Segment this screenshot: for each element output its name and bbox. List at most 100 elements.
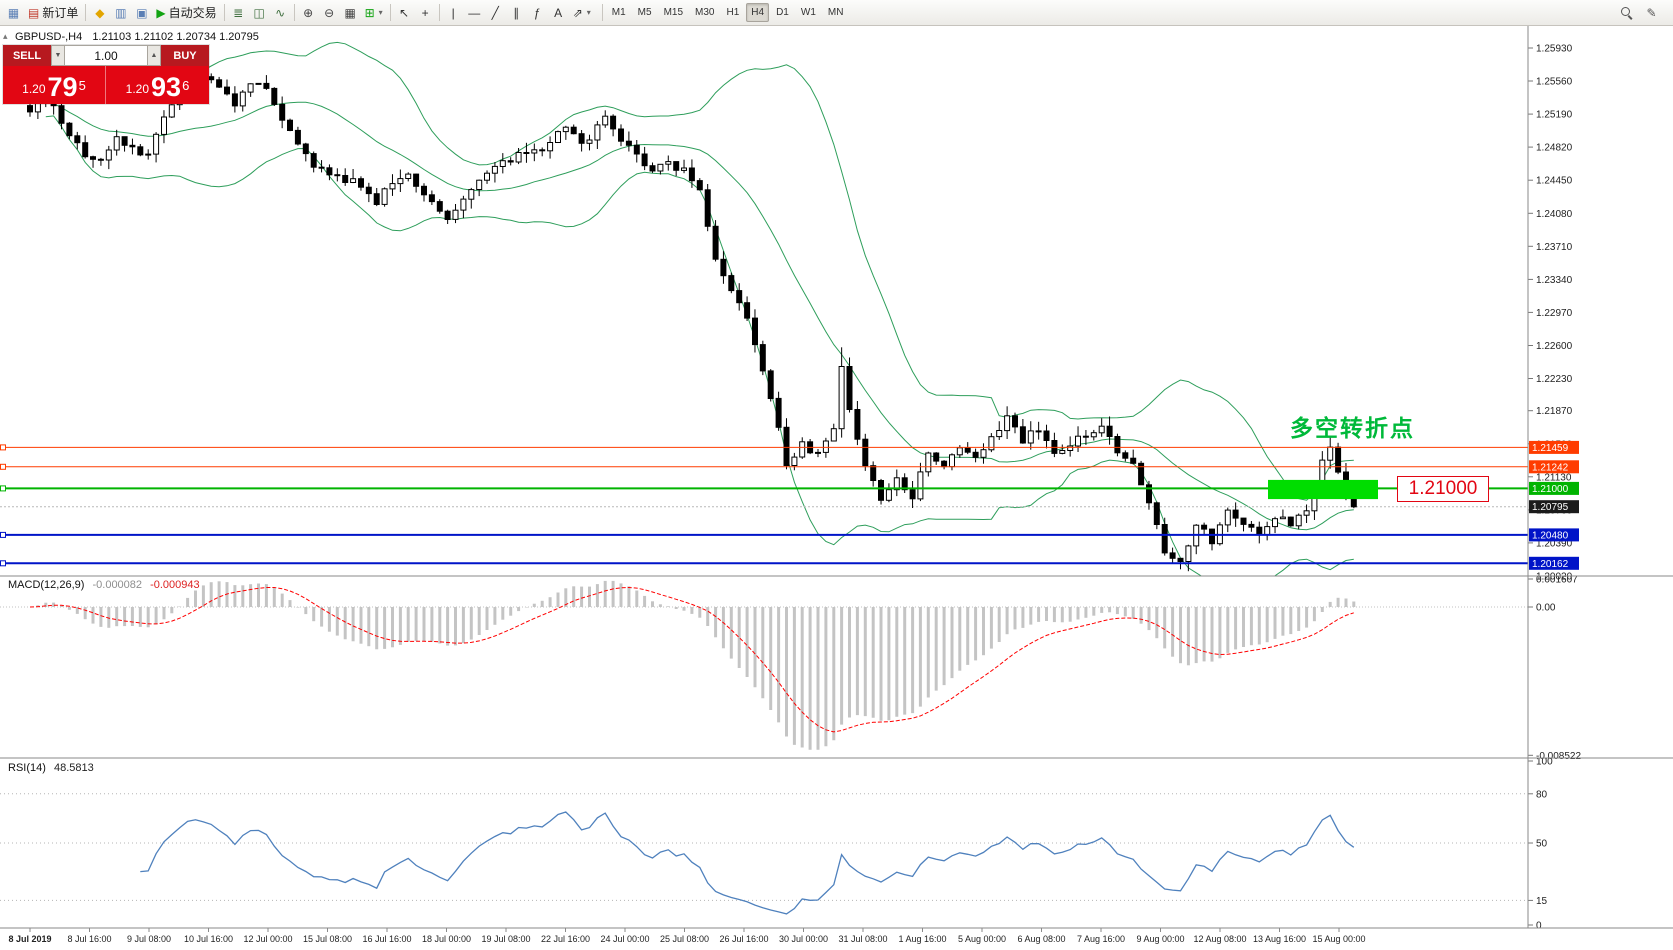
bid-price-pip: 5 bbox=[78, 78, 86, 94]
key-level-price-label[interactable]: 1.21000 bbox=[1397, 476, 1489, 502]
candlestick-chart-button[interactable]: ◫ bbox=[249, 2, 270, 23]
price-chart-layer[interactable] bbox=[0, 41, 1528, 589]
bollinger-middle-band bbox=[45, 101, 1354, 531]
crosshair-button[interactable]: + bbox=[415, 2, 436, 23]
chart-symbol-header: GBPUSD-,H4 1.21103 1.21102 1.20734 1.207… bbox=[15, 31, 259, 43]
turning-point-annotation[interactable]: 多空转折点 bbox=[1290, 415, 1415, 441]
ohlc-values: 1.21103 1.21102 1.20734 1.20795 bbox=[92, 31, 259, 43]
svg-text:10 Jul 16:00: 10 Jul 16:00 bbox=[184, 934, 233, 944]
volume-input[interactable] bbox=[65, 45, 147, 66]
equidistant-channel-button[interactable]: ∥ bbox=[506, 2, 527, 23]
svg-text:1.22600: 1.22600 bbox=[1536, 341, 1573, 352]
svg-text:15 Jul 08:00: 15 Jul 08:00 bbox=[303, 934, 352, 944]
bar-chart-button[interactable]: ≣ bbox=[228, 2, 249, 23]
horizontal-line-button[interactable]: — bbox=[464, 2, 485, 23]
sell-button[interactable]: SELL bbox=[3, 45, 51, 66]
svg-text:16 Jul 16:00: 16 Jul 16:00 bbox=[362, 934, 411, 944]
timeframe-h4[interactable]: H4 bbox=[746, 3, 770, 22]
svg-text:1.23340: 1.23340 bbox=[1536, 275, 1573, 286]
cursor-button[interactable]: ↖ bbox=[394, 2, 415, 23]
toolbar-separator bbox=[223, 4, 225, 21]
bid-price-prefix: 1.20 bbox=[22, 82, 46, 97]
svg-text:0: 0 bbox=[1536, 921, 1542, 932]
svg-text:26 Jul 16:00: 26 Jul 16:00 bbox=[719, 934, 768, 944]
data-window-button[interactable]: ▥ bbox=[110, 2, 131, 23]
time-axis[interactable]: 8 Jul 2019 8 Jul 16:00 9 Jul 08:00 10 Jul 1… bbox=[0, 927, 1673, 944]
ask-price-display[interactable]: 1.20 93 6 bbox=[106, 66, 209, 104]
market-watch-icon: ◆ bbox=[95, 5, 105, 20]
indicators-icon: ⊞ bbox=[364, 5, 375, 20]
svg-text:1.20020: 1.20020 bbox=[1536, 571, 1573, 582]
zoom-out-icon: ⊖ bbox=[324, 5, 335, 20]
navigator-icon: ▣ bbox=[136, 5, 148, 20]
macd-main-value: -0.000082 bbox=[92, 579, 143, 591]
timeframe-m5[interactable]: M5 bbox=[637, 7, 652, 18]
bid-price-display[interactable]: 1.20 79 5 bbox=[3, 66, 106, 104]
zoom-in-button[interactable]: ⊕ bbox=[298, 2, 319, 23]
quick-edit-button[interactable]: ✎ bbox=[1641, 2, 1662, 23]
market-watch-button[interactable]: ◆ bbox=[89, 2, 110, 23]
timeframe-mn[interactable]: MN bbox=[827, 7, 844, 18]
timeframe-toolbar: M1 M5 M15 M30 H1 H4 D1 W1 MN bbox=[599, 3, 850, 22]
key-zone-highlight-rect[interactable] bbox=[1268, 479, 1378, 500]
timeframe-h1[interactable]: H1 bbox=[726, 7, 740, 18]
bid-price-main: 79 bbox=[47, 72, 78, 102]
new-order-button[interactable]: ▤ 新订单 bbox=[24, 2, 82, 23]
trendline-button[interactable]: ╱ bbox=[485, 2, 506, 23]
volume-down-button[interactable]: ▼ bbox=[51, 45, 65, 66]
toolbar-separator bbox=[85, 4, 87, 21]
one-click-collapse-arrow[interactable]: ▴ bbox=[3, 31, 8, 41]
quick-search-button[interactable] bbox=[1616, 2, 1637, 23]
new-order-button-label: 新订单 bbox=[42, 6, 79, 20]
navigator-button[interactable]: ▣ bbox=[131, 2, 152, 23]
svg-text:15 Aug 00:00: 15 Aug 00:00 bbox=[1312, 934, 1365, 944]
rsi-value: 48.5813 bbox=[53, 762, 94, 774]
svg-text:7 Aug 16:00: 7 Aug 16:00 bbox=[1077, 934, 1125, 944]
auto-trading-button[interactable]: ▶ 自动交易 bbox=[152, 2, 220, 23]
svg-text:1.24080: 1.24080 bbox=[1536, 209, 1573, 220]
svg-text:18 Jul 00:00: 18 Jul 00:00 bbox=[422, 934, 471, 944]
horizontal-level-lines[interactable] bbox=[0, 444, 1528, 567]
svg-text:1.21000: 1.21000 bbox=[1532, 484, 1569, 495]
toolbar-separator bbox=[601, 4, 603, 21]
toolbar-button-groups: ▦ ▤ 新订单 ◆ ▥ ▣ ▶ 自动交易 ≣ ◫ ∿ ⊕ ⊖ ▦ ⊞ ▾ ↖ + | — ╱ ∥ ƒ A ⇗ ▾ bbox=[3, 2, 595, 23]
timeframe-m30[interactable]: M30 bbox=[695, 7, 715, 18]
chart-canvas[interactable]: 1.25930 1.25560 1.25190 1.24820 1.24450 1.240… bbox=[0, 26, 1673, 950]
fibonacci-button[interactable]: ƒ bbox=[527, 2, 548, 23]
svg-text:1.21130: 1.21130 bbox=[1536, 472, 1572, 483]
svg-text:50: 50 bbox=[1536, 839, 1548, 850]
price-scale[interactable]: 1.25930 1.25560 1.25190 1.24820 1.24450 1.240… bbox=[1528, 43, 1581, 932]
charts-window-button[interactable]: ▦ bbox=[3, 2, 24, 23]
tile-windows-button[interactable]: ▦ bbox=[340, 2, 361, 23]
symbol-timeframe-label: GBPUSD-,H4 bbox=[15, 31, 83, 43]
zoom-out-button[interactable]: ⊖ bbox=[319, 2, 340, 23]
volume-up-button[interactable]: ▲ bbox=[147, 45, 161, 66]
svg-text:15: 15 bbox=[1536, 896, 1548, 907]
vertical-line-icon: | bbox=[451, 5, 455, 20]
arrows-tool-button[interactable]: ⇗ ▾ bbox=[569, 2, 595, 23]
rsi-layer[interactable] bbox=[0, 793, 1528, 915]
timeframe-m1[interactable]: M1 bbox=[611, 7, 626, 18]
rsi-line bbox=[140, 811, 1355, 915]
timeframe-d1[interactable]: D1 bbox=[776, 7, 789, 18]
indicators-button[interactable]: ⊞ ▾ bbox=[361, 2, 387, 23]
text-label-icon: A bbox=[554, 5, 563, 20]
toolbar-separator bbox=[293, 4, 295, 21]
timeframe-m15[interactable]: M15 bbox=[663, 7, 684, 18]
svg-text:1.21242: 1.21242 bbox=[1532, 462, 1569, 473]
text-label-button[interactable]: A bbox=[548, 2, 569, 23]
arrows-tool-button-dropdown-arrow[interactable]: ▾ bbox=[586, 8, 591, 17]
equidistant-channel-icon: ∥ bbox=[513, 5, 520, 20]
svg-text:8 Jul 2019: 8 Jul 2019 bbox=[8, 934, 51, 944]
macd-layer[interactable] bbox=[0, 580, 1528, 750]
line-chart-button[interactable]: ∿ bbox=[270, 2, 291, 23]
macd-signal-line bbox=[29, 586, 1354, 733]
svg-text:1.21459: 1.21459 bbox=[1532, 443, 1569, 454]
buy-button[interactable]: BUY bbox=[161, 45, 209, 66]
timeframe-w1[interactable]: W1 bbox=[800, 7, 816, 18]
svg-text:1.20795: 1.20795 bbox=[1532, 502, 1569, 513]
toolbar-separator bbox=[438, 4, 440, 21]
indicators-button-dropdown-arrow[interactable]: ▾ bbox=[378, 8, 383, 17]
vertical-line-button[interactable]: | bbox=[443, 2, 464, 23]
